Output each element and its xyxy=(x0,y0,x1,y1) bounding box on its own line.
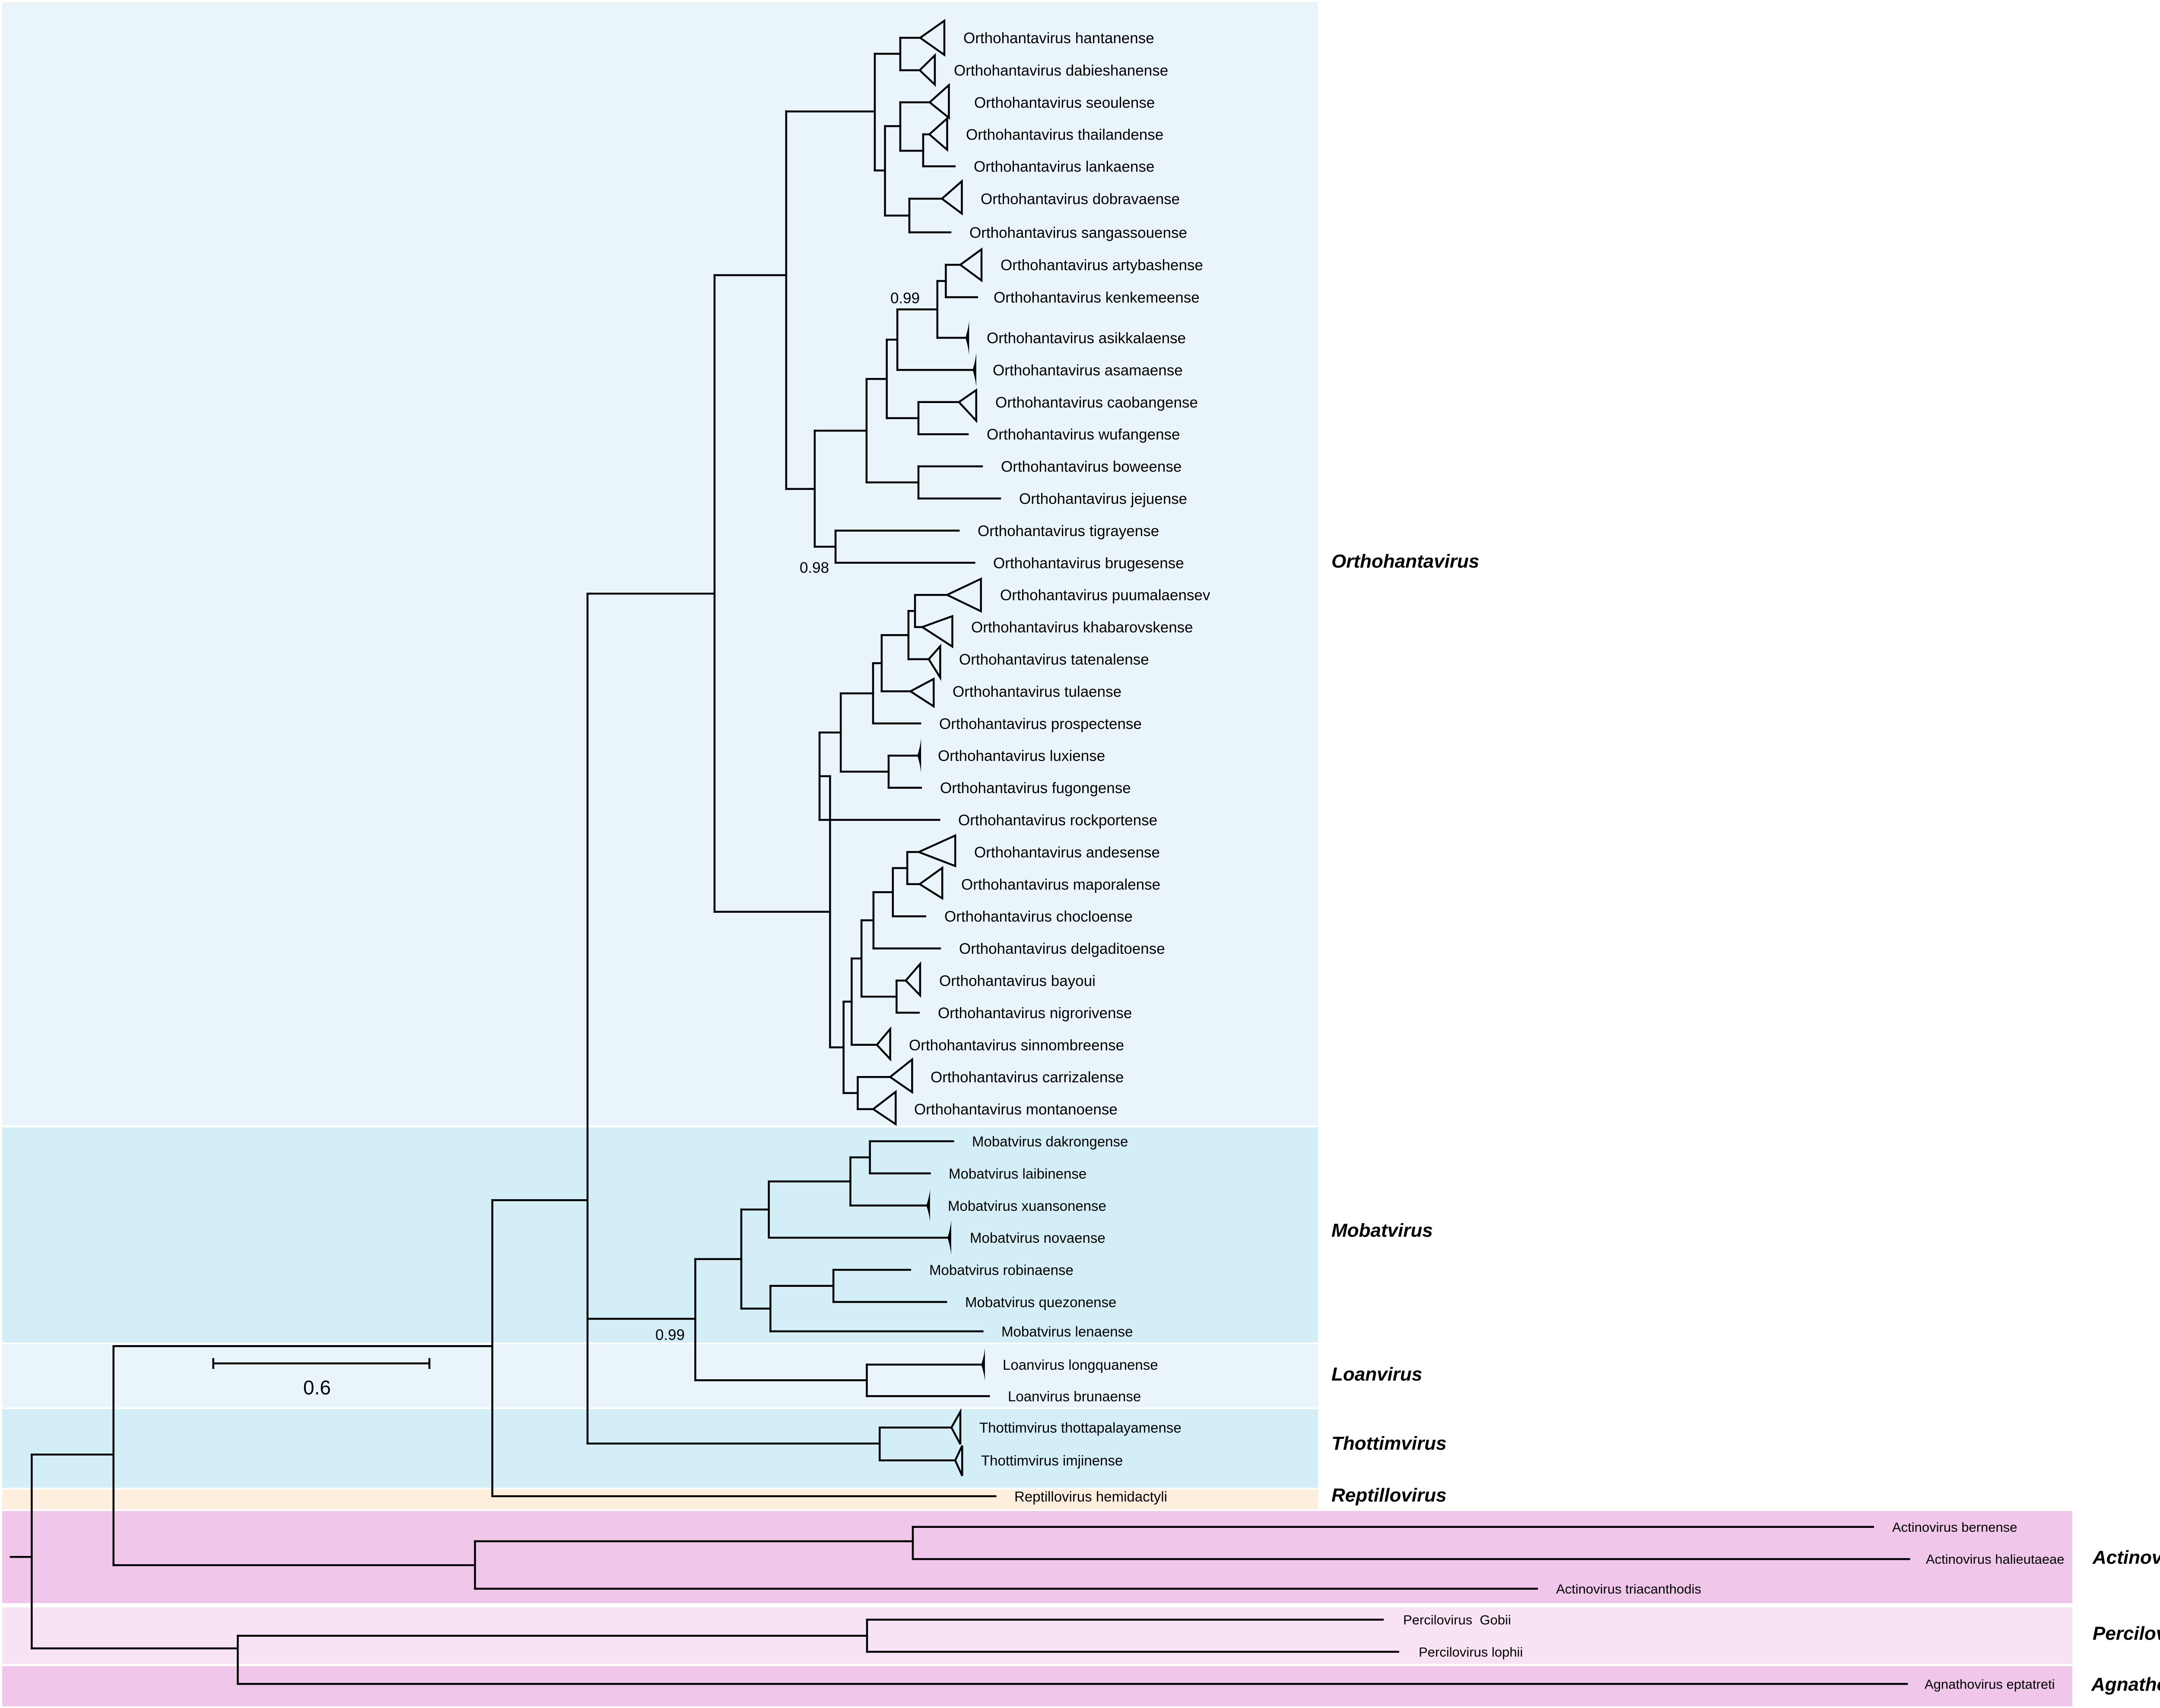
svg-text:Actinovirus halieutaeae: Actinovirus halieutaeae xyxy=(1926,1552,2065,1567)
svg-text:Percilovirus Gobii: Percilovirus Gobii xyxy=(1403,1613,1511,1628)
svg-text:Mobatvirus novaense: Mobatvirus novaense xyxy=(970,1230,1105,1246)
svg-text:Orthohantavirus nigrorivense: Orthohantavirus nigrorivense xyxy=(938,1005,1132,1022)
svg-text:Orthohantavirus hantanense: Orthohantavirus hantanense xyxy=(963,30,1154,47)
svg-text:Actinovirus: Actinovirus xyxy=(2092,1547,2160,1568)
svg-text:Orthohantavirus delgaditoense: Orthohantavirus delgaditoense xyxy=(959,940,1165,957)
svg-text:Orthohantavirus andesense: Orthohantavirus andesense xyxy=(974,844,1160,861)
svg-text:Orthohantavirus puumalaensev: Orthohantavirus puumalaensev xyxy=(1000,587,1210,604)
svg-text:Orthohantavirus montanoense: Orthohantavirus montanoense xyxy=(914,1101,1118,1118)
svg-text:Orthohantavirus: Orthohantavirus xyxy=(1331,551,1479,572)
svg-text:Orthohantavirus asikkalaense: Orthohantavirus asikkalaense xyxy=(987,330,1186,347)
svg-text:Mobatvirus quezonense: Mobatvirus quezonense xyxy=(965,1294,1116,1310)
svg-text:Agnathovirus: Agnathovirus xyxy=(2091,1674,2160,1695)
svg-text:Orthohantavirus asamaense: Orthohantavirus asamaense xyxy=(993,362,1183,379)
svg-text:Orthohantavirus brugesense: Orthohantavirus brugesense xyxy=(993,555,1184,571)
svg-text:Orthohantavirus artybashense: Orthohantavirus artybashense xyxy=(1001,257,1203,274)
svg-text:Orthohantavirus thailandense: Orthohantavirus thailandense xyxy=(966,127,1163,143)
svg-text:Agnathovirus eptatreti: Agnathovirus eptatreti xyxy=(1925,1676,2055,1692)
svg-text:Orthohantavirus chocloense: Orthohantavirus chocloense xyxy=(944,908,1133,925)
svg-text:Mobatvirus: Mobatvirus xyxy=(1331,1220,1433,1241)
svg-text:Mobatvirus robinaense: Mobatvirus robinaense xyxy=(929,1262,1074,1278)
svg-text:Reptillovirus hemidactyli: Reptillovirus hemidactyli xyxy=(1014,1489,1167,1505)
svg-text:Orthohantavirus sinnombreense: Orthohantavirus sinnombreense xyxy=(909,1037,1124,1054)
svg-text:Orthohantavirus dobravaense: Orthohantavirus dobravaense xyxy=(981,191,1180,208)
svg-text:Orthohantavirus boweense: Orthohantavirus boweense xyxy=(1001,458,1182,475)
svg-text:0.99: 0.99 xyxy=(655,1327,685,1343)
svg-text:Reptillovirus: Reptillovirus xyxy=(1331,1485,1447,1506)
svg-text:Thottimvirus thottapalayamense: Thottimvirus thottapalayamense xyxy=(979,1420,1182,1436)
svg-text:Orthohantavirus carrizalense: Orthohantavirus carrizalense xyxy=(931,1069,1124,1086)
svg-text:Loanvirus longquanense: Loanvirus longquanense xyxy=(1003,1357,1158,1373)
svg-text:Mobatvirus xuansonense: Mobatvirus xuansonense xyxy=(948,1198,1106,1214)
svg-text:Orthohantavirus bayoui: Orthohantavirus bayoui xyxy=(939,973,1096,990)
svg-text:Orthohantavirus kenkemeense: Orthohantavirus kenkemeense xyxy=(994,289,1200,306)
svg-text:Orthohantavirus fugongense: Orthohantavirus fugongense xyxy=(940,780,1131,797)
svg-text:Percilovirus: Percilovirus xyxy=(2093,1623,2160,1644)
svg-text:Orthohantavirus sangassouense: Orthohantavirus sangassouense xyxy=(969,224,1187,241)
svg-text:Actinovirus triacanthodis: Actinovirus triacanthodis xyxy=(1556,1581,1701,1597)
svg-text:Loanvirus brunaense: Loanvirus brunaense xyxy=(1008,1388,1141,1404)
svg-text:Actinovirus bernense: Actinovirus bernense xyxy=(1892,1520,2017,1535)
svg-text:Thottimvirus: Thottimvirus xyxy=(1331,1433,1446,1454)
svg-text:Orthohantavirus khabarovskense: Orthohantavirus khabarovskense xyxy=(971,619,1193,636)
svg-text:Orthohantavirus caobangense: Orthohantavirus caobangense xyxy=(995,394,1198,411)
svg-text:Percilovirus lophii: Percilovirus lophii xyxy=(1419,1645,1523,1660)
svg-text:Thottimvirus imjinense: Thottimvirus imjinense xyxy=(981,1453,1123,1469)
svg-text:0.99: 0.99 xyxy=(890,290,920,307)
svg-text:Orthohantavirus luxiense: Orthohantavirus luxiense xyxy=(938,748,1105,765)
svg-text:Orthohantavirus tatenalense: Orthohantavirus tatenalense xyxy=(959,651,1149,668)
svg-text:Orthohantavirus jejuense: Orthohantavirus jejuense xyxy=(1019,491,1187,508)
svg-text:0.6: 0.6 xyxy=(303,1376,331,1399)
svg-text:Orthohantavirus tigrayense: Orthohantavirus tigrayense xyxy=(978,523,1159,540)
svg-text:Loanvirus: Loanvirus xyxy=(1331,1364,1422,1385)
svg-text:0.98: 0.98 xyxy=(800,559,829,576)
svg-text:Orthohantavirus maporalense: Orthohantavirus maporalense xyxy=(961,876,1160,893)
svg-text:Orthohantavirus rockportense: Orthohantavirus rockportense xyxy=(958,812,1157,829)
svg-text:Mobatvirus lenaense: Mobatvirus lenaense xyxy=(1001,1324,1133,1340)
svg-text:Mobatvirus dakrongense: Mobatvirus dakrongense xyxy=(972,1133,1128,1149)
svg-text:Orthohantavirus tulaense: Orthohantavirus tulaense xyxy=(953,683,1121,700)
svg-text:Orthohantavirus lankaense: Orthohantavirus lankaense xyxy=(974,159,1154,175)
svg-text:Mobatvirus laibinense: Mobatvirus laibinense xyxy=(949,1165,1086,1181)
svg-text:Orthohantavirus wufangense: Orthohantavirus wufangense xyxy=(987,426,1180,443)
svg-text:Orthohantavirus seoulense: Orthohantavirus seoulense xyxy=(974,94,1155,111)
svg-text:Orthohantavirus dabieshanense: Orthohantavirus dabieshanense xyxy=(954,62,1168,79)
svg-text:Orthohantavirus prospectense: Orthohantavirus prospectense xyxy=(939,715,1142,732)
